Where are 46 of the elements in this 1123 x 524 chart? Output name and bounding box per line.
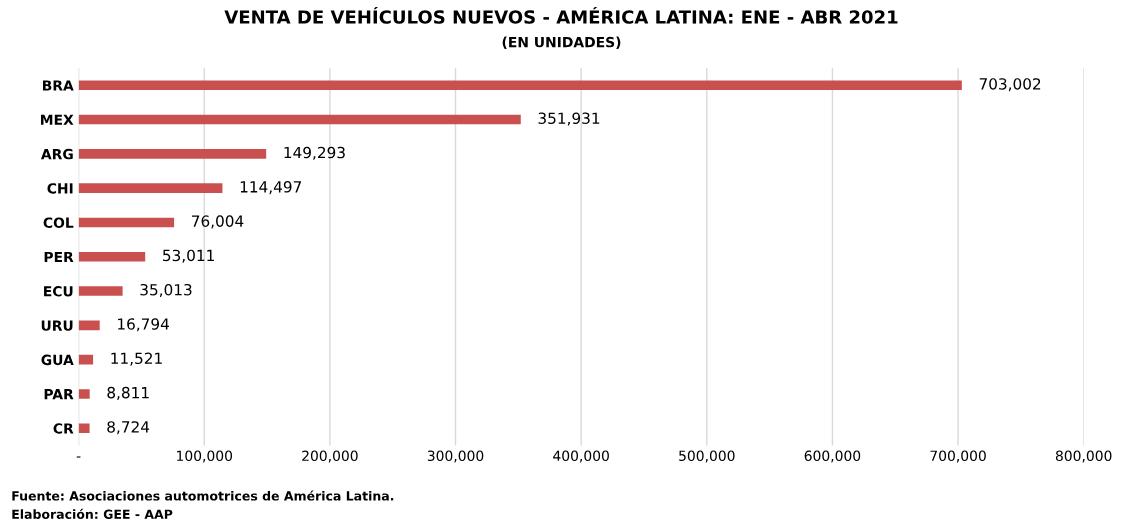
bar (78, 114, 521, 125)
bar (78, 423, 90, 434)
bar (78, 251, 146, 262)
chart-subtitle: (EN UNIDADES) (502, 36, 621, 49)
bar (78, 183, 223, 193)
bar (78, 286, 123, 296)
source-note: Fuente: Asociaciones automotrices de América Latina. (12, 490, 394, 501)
x-tick-label: 200,000 (302, 450, 358, 463)
text: Elaboración: GEE - AAP (12, 508, 173, 519)
x-tick-label: 700,000 (930, 450, 986, 463)
data-label: 8,811 (107, 386, 149, 400)
x-tick-label: 600,000 (804, 450, 861, 463)
chart-title: VENTA DE VEHÍCULOS NUEVOS - AMÉRICA LATINA: ENE - ABR 2021 (224, 6, 898, 24)
bar (78, 320, 100, 331)
bar (78, 217, 175, 228)
data-label: 53,011 (163, 249, 214, 263)
data-label: 114,497 (240, 181, 301, 195)
x-tick-label: 300,000 (427, 450, 484, 463)
x-tick-label: - (76, 456, 81, 458)
y-tick-label: BRA (43, 80, 74, 91)
data-label: 703,002 (979, 78, 1041, 92)
y-tick-label: PAR (44, 389, 74, 400)
y-tick-label: GUA (41, 354, 74, 366)
y-tick-label: CHI (47, 183, 73, 194)
data-label: 76,004 (192, 215, 244, 229)
y-tick-label: COL (43, 217, 74, 228)
data-label: 35,013 (140, 283, 192, 298)
data-label: 8,724 (107, 421, 150, 435)
x-tick-label: 400,000 (553, 450, 609, 463)
data-label: 149,293 (284, 146, 345, 160)
x-tick-label: 100,000 (177, 450, 233, 463)
y-tick-label: MEX (41, 114, 74, 125)
bar (78, 354, 94, 365)
data-label: 11,521 (111, 352, 162, 366)
bar (78, 389, 90, 399)
data-label: 351,931 (538, 112, 600, 126)
y-tick-label: PER (44, 251, 74, 263)
data-label: 16,794 (118, 318, 169, 332)
bar (78, 80, 962, 91)
x-tick-label: 500,000 (679, 450, 735, 463)
y-tick-label: URU (41, 320, 73, 331)
y-tick-label: ARG (40, 148, 73, 160)
x-tick-label: 800,000 (1055, 450, 1112, 463)
y-tick-label: ECU (44, 286, 73, 297)
y-tick-label: CR (53, 423, 74, 434)
bar (78, 149, 267, 159)
